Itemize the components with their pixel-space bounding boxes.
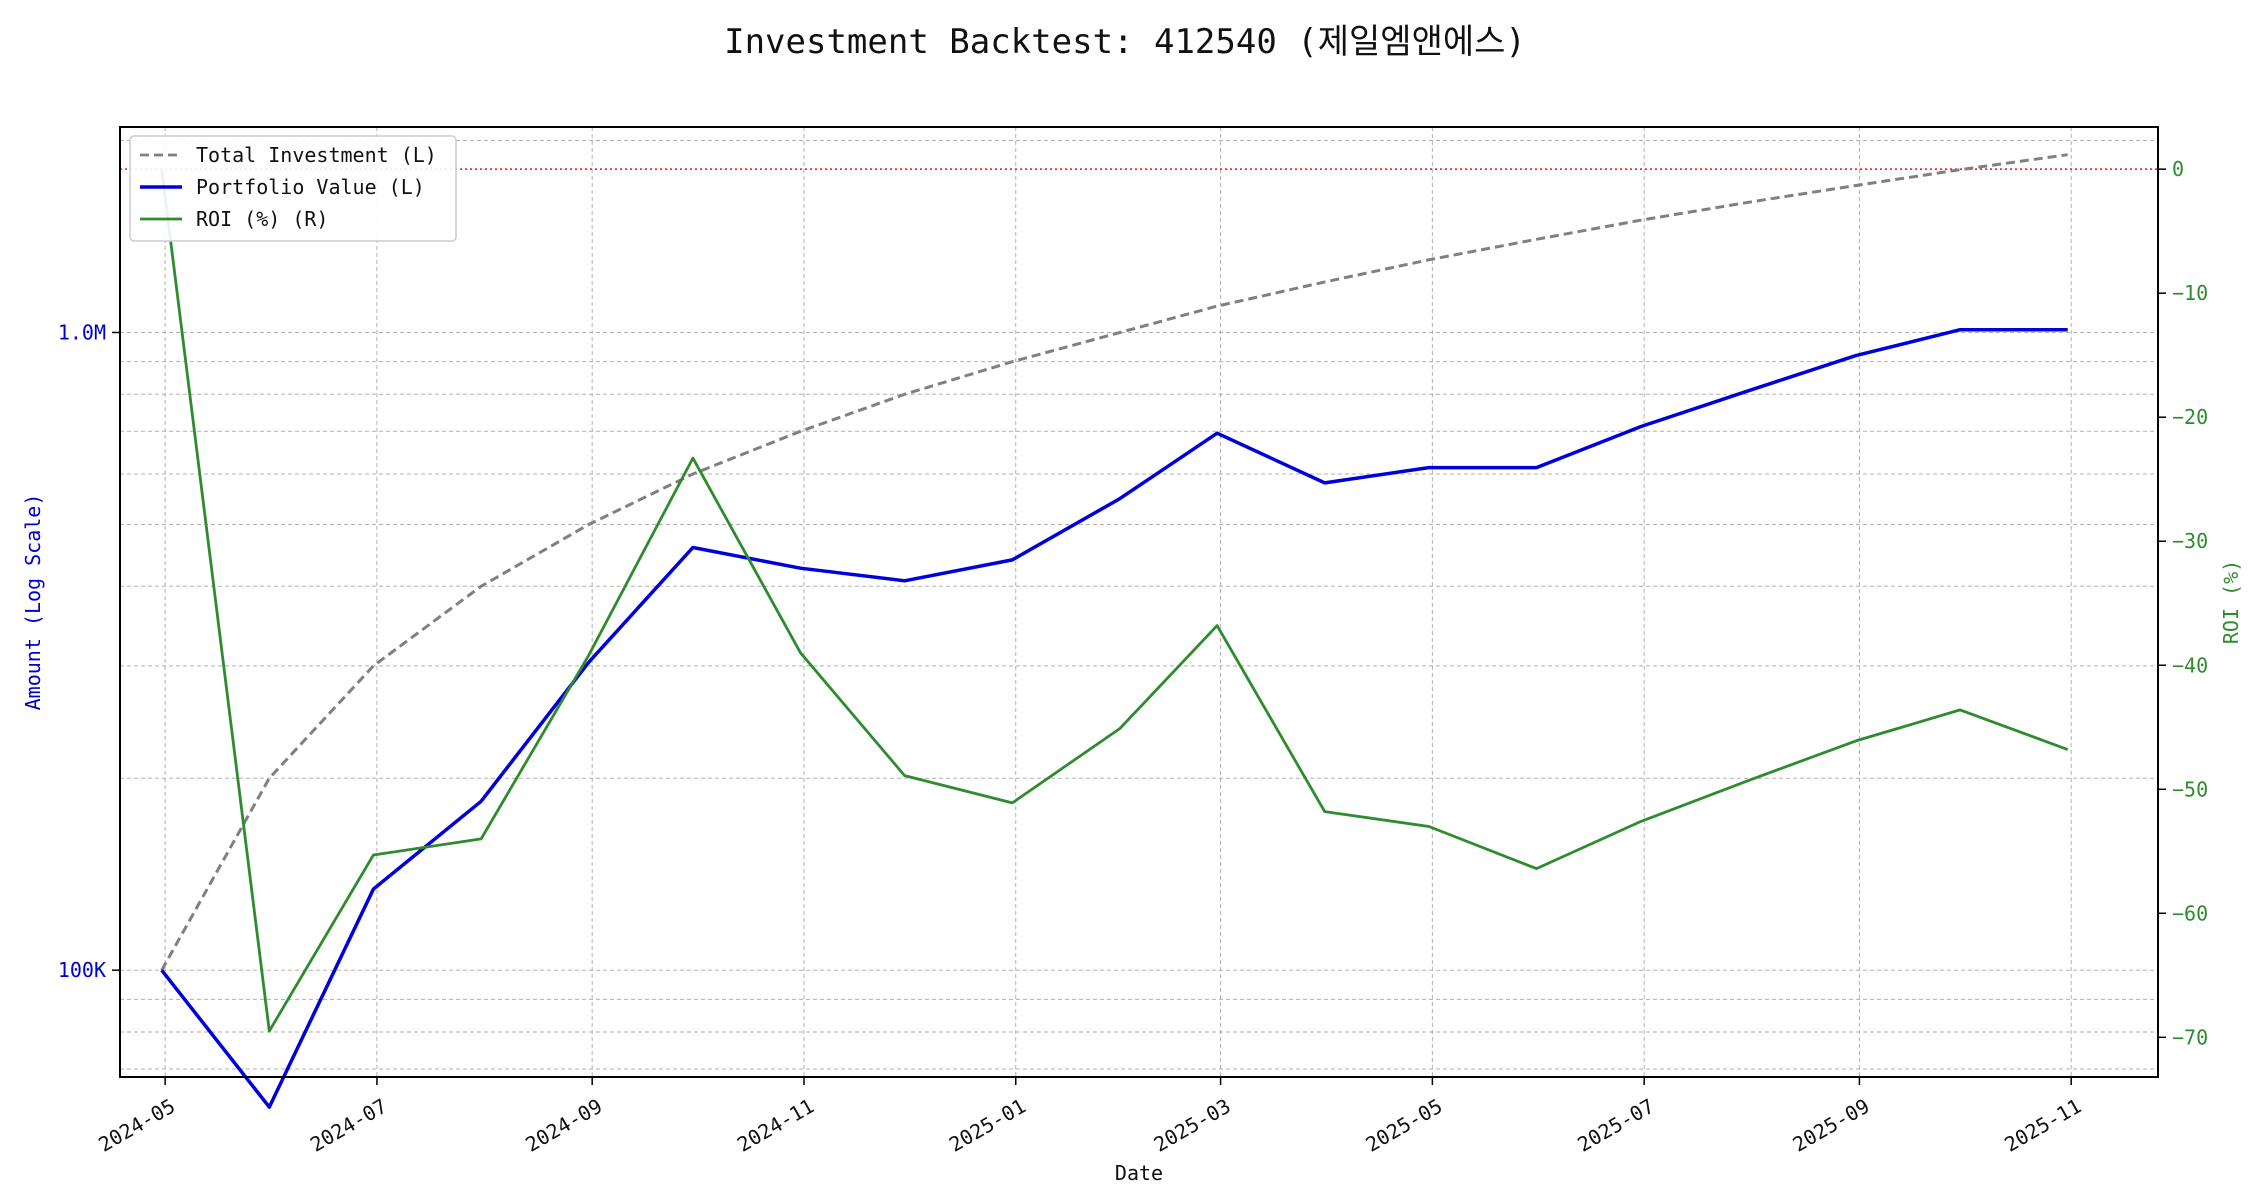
x-tick-label: 2024-05 xyxy=(94,1094,179,1157)
x-tick-label: 2025-11 xyxy=(2000,1094,2085,1157)
legend-label: Total Investment (L) xyxy=(196,143,437,167)
right-tick-label: −60 xyxy=(2172,901,2208,925)
series-line-portfolio-value-l xyxy=(160,327,2068,1109)
right-tick-label: 0 xyxy=(2172,157,2184,181)
legend-label: Portfolio Value (L) xyxy=(196,175,425,199)
right-tick-label: −50 xyxy=(2172,777,2208,801)
x-tick-label: 2024-09 xyxy=(521,1094,606,1157)
left-axis-title: Amount (Log Scale) xyxy=(21,494,45,711)
series-layer xyxy=(160,153,2069,1109)
legend-label: ROI (%) (R) xyxy=(196,207,328,231)
series-line-total-investment-l xyxy=(160,153,2068,971)
series-line-roi-r xyxy=(160,169,2069,1033)
legend-box xyxy=(129,135,457,242)
chart-title: Investment Backtest: 412540 (제일엠앤에스) xyxy=(724,22,1526,62)
axis-layer: 2024-05 2024-07 2024-09 2024-11 2025-01 2025-… xyxy=(58,157,2208,1156)
right-tick-label: −70 xyxy=(2172,1025,2208,1049)
x-axis-title: Date xyxy=(1115,1161,1163,1185)
x-tick-label: 2025-05 xyxy=(1361,1094,1446,1157)
left-tick-label: 100K xyxy=(58,958,106,982)
x-tick-label: 2025-01 xyxy=(945,1094,1030,1157)
x-tick-label: 2024-07 xyxy=(306,1094,391,1157)
x-tick-label: 2024-11 xyxy=(733,1094,818,1157)
right-tick-label: −30 xyxy=(2172,529,2208,553)
right-tick-label: −20 xyxy=(2172,405,2208,429)
grid-layer xyxy=(120,127,2158,1077)
right-axis-title: ROI (%) xyxy=(2219,560,2243,644)
x-tick-label: 2025-03 xyxy=(1150,1094,1235,1157)
legend: Total Investment (L) Portfolio Value (L) R… xyxy=(129,135,457,242)
x-tick-label: 2025-07 xyxy=(1573,1094,1658,1157)
plot-frame xyxy=(119,126,2159,1078)
right-tick-label: −10 xyxy=(2172,281,2208,305)
left-tick-label: 1.0M xyxy=(58,320,106,344)
x-tick-label: 2025-09 xyxy=(1789,1094,1874,1157)
right-tick-label: −40 xyxy=(2172,653,2208,677)
